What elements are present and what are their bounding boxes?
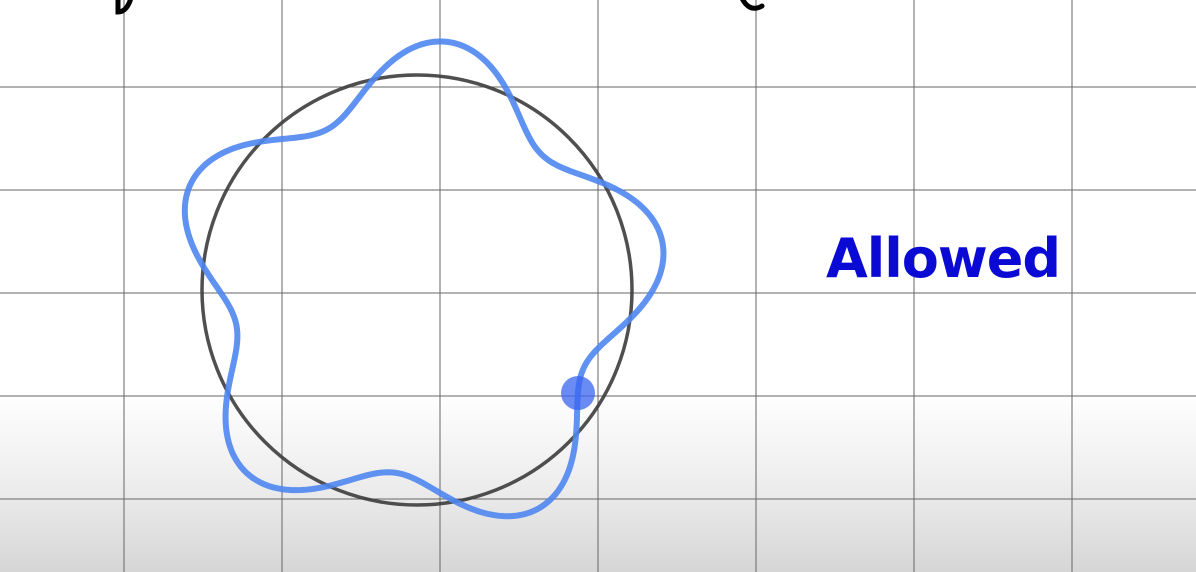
title-fragment (115, 0, 133, 15)
wave-dot (561, 376, 595, 410)
standing-wave (181, 38, 667, 520)
title-fragment (740, 0, 765, 11)
status-label: Allowed (826, 227, 1061, 290)
title-fragments (115, 0, 765, 15)
base-circle (200, 73, 634, 507)
